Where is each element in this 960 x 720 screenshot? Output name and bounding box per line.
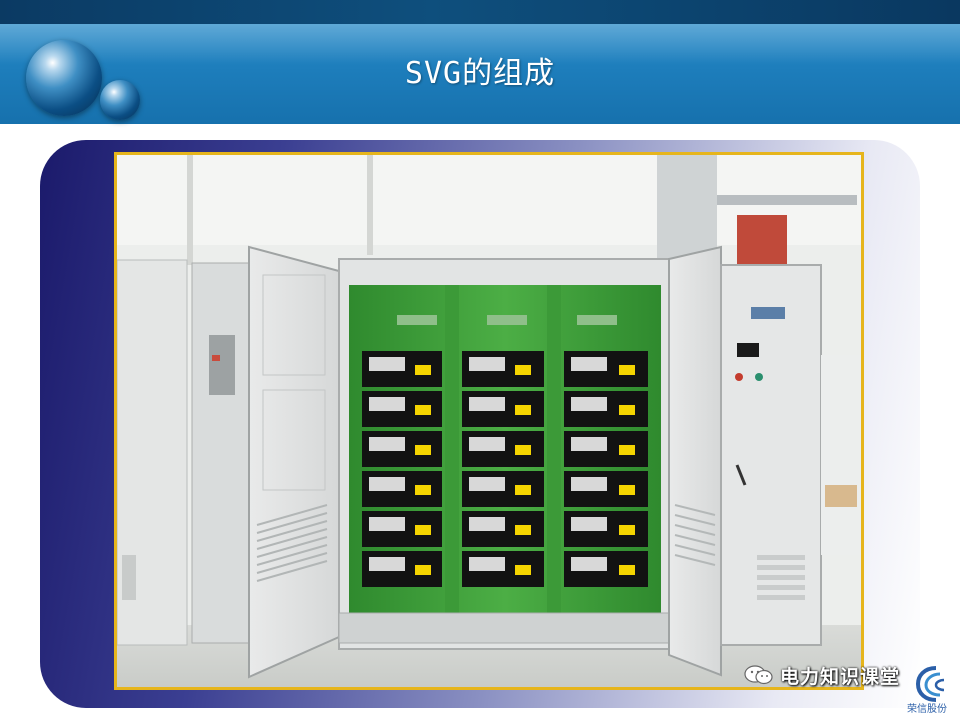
globe-logo-small: [100, 80, 140, 120]
watermark: 电力知识课堂: [744, 660, 900, 690]
globe-logo-large: [26, 40, 102, 116]
svg-cabinet-illustration: [117, 155, 861, 687]
company-logo-icon: [914, 664, 958, 712]
wechat-icon: [744, 664, 774, 686]
watermark-text: 电力知识课堂: [780, 665, 901, 688]
company-logo-text: 荣信股份: [907, 704, 947, 715]
slide-header: [0, 24, 960, 128]
top-dark-bar: [0, 0, 960, 24]
cabinet-label-plate: [751, 307, 785, 319]
svg-cabinet-photo: [114, 152, 864, 690]
power-modules: [362, 351, 648, 587]
slide-title: SVG的组成: [404, 56, 556, 91]
